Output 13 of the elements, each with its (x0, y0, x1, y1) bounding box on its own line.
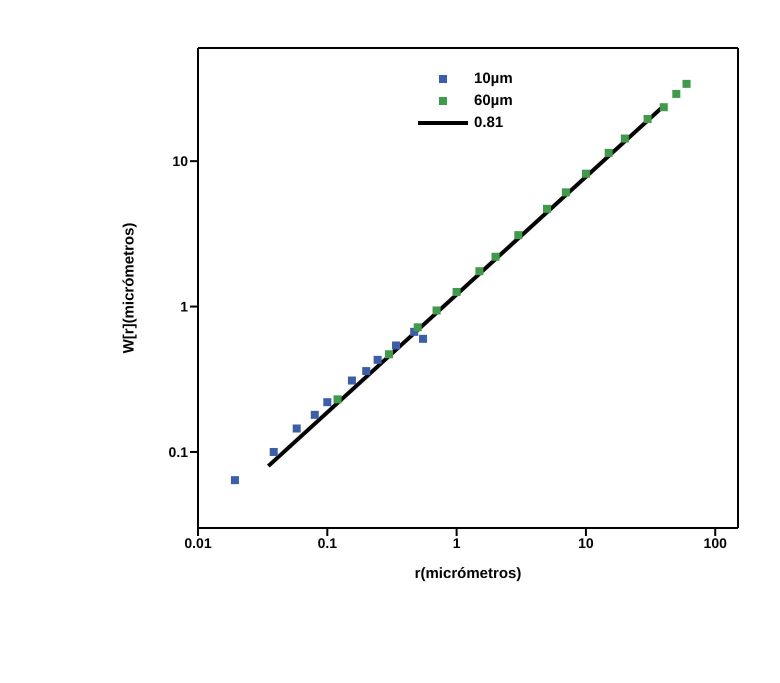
x-tick-label: 0.01 (184, 534, 212, 551)
x-tick-label: 0.1 (318, 534, 338, 551)
y-tick-label: 0.1 (168, 444, 188, 460)
x-tick-label: 10 (578, 534, 594, 551)
y-axis-title: W[r](micrómetros) (120, 222, 138, 354)
x-axis-title: r(micrómetros) (414, 565, 522, 582)
legend-label: 0.81 (474, 113, 504, 133)
x-tick-label: 100 (704, 534, 728, 551)
legend-label: 10µm (474, 69, 513, 89)
y-tick-label: 1 (180, 298, 188, 315)
x-tick-label: 1 (452, 534, 461, 551)
y-tick-label: 10 (172, 153, 188, 170)
legend-label: 60µm (474, 91, 513, 111)
